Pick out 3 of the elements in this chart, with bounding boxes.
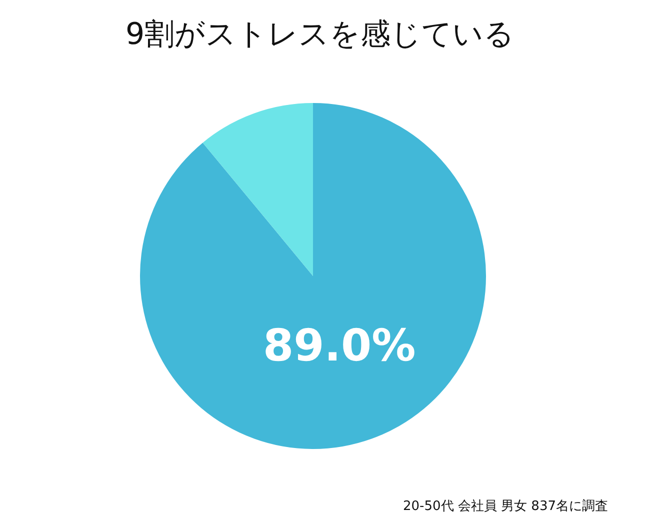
text: 20-50代 会社員 男女 837名に調査 — [403, 498, 608, 515]
chart-title: 9割がストレスを感じている — [124, 16, 516, 54]
data-label: 89.0% — [263, 320, 416, 372]
